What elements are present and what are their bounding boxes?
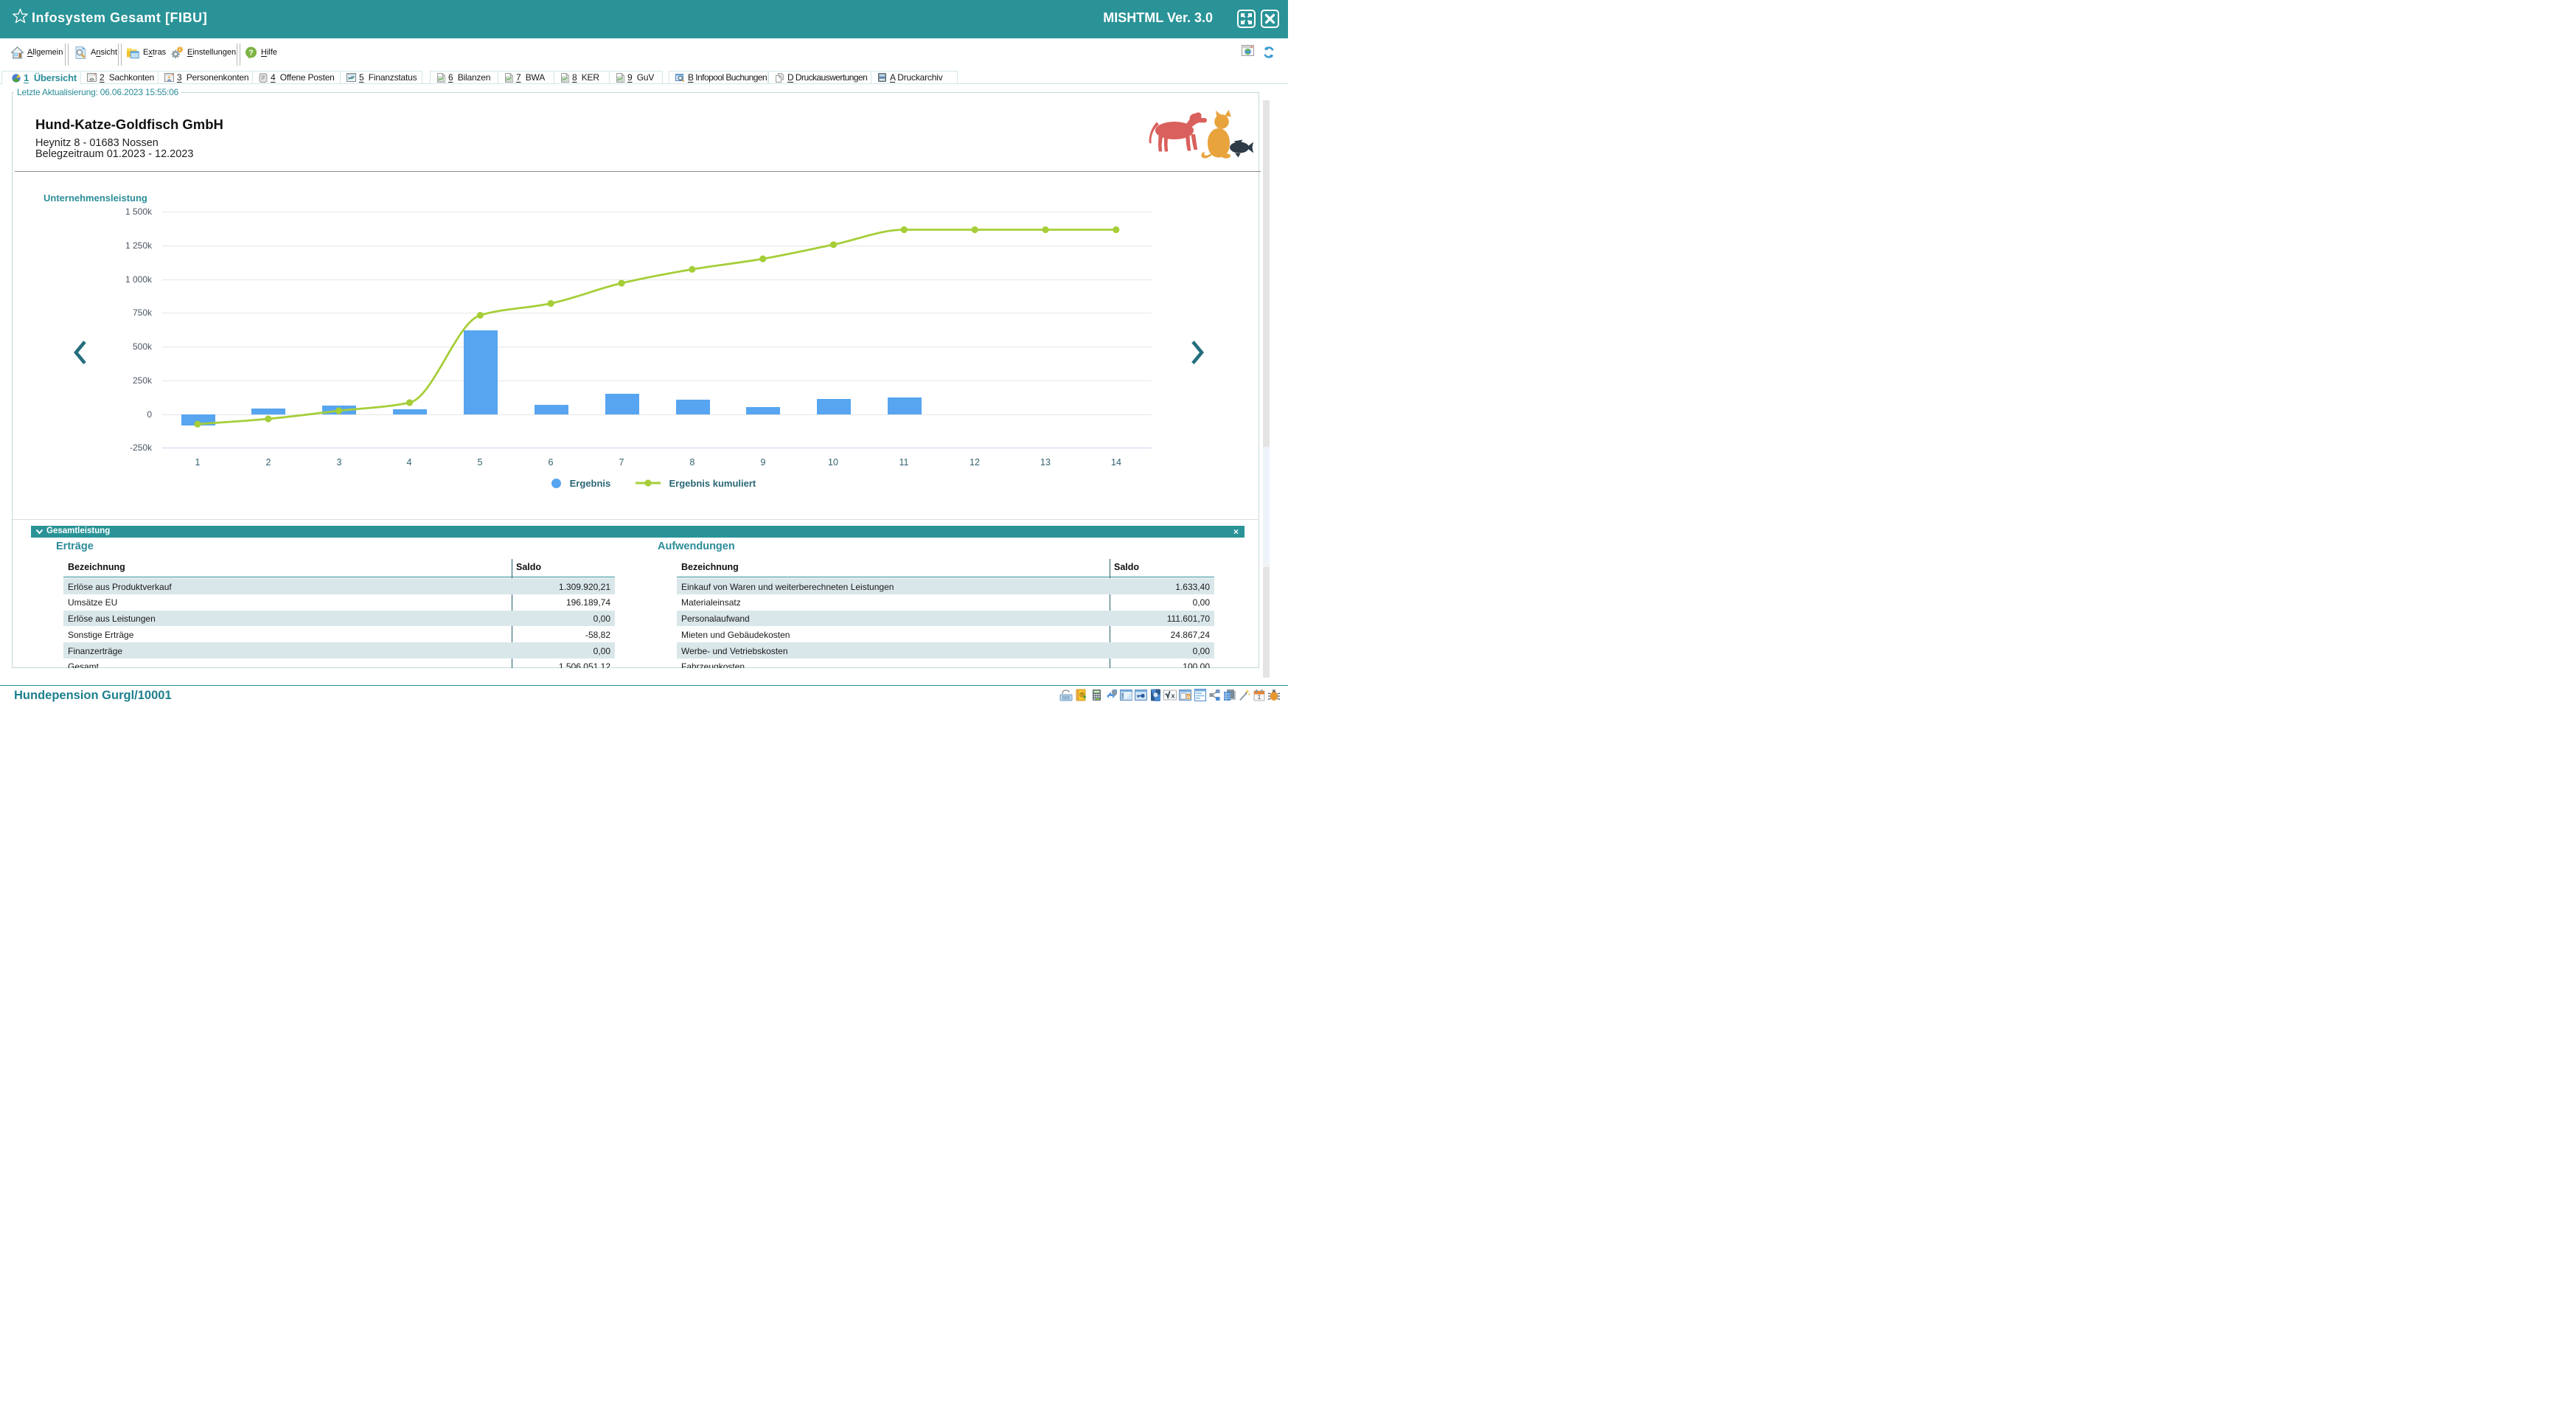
svg-text:1: 1 (1257, 694, 1261, 701)
svg-text:x: x (1171, 692, 1175, 701)
svg-text:@: @ (1079, 692, 1085, 698)
svg-text:?: ? (248, 48, 254, 57)
svg-text:A: A (1187, 695, 1191, 700)
